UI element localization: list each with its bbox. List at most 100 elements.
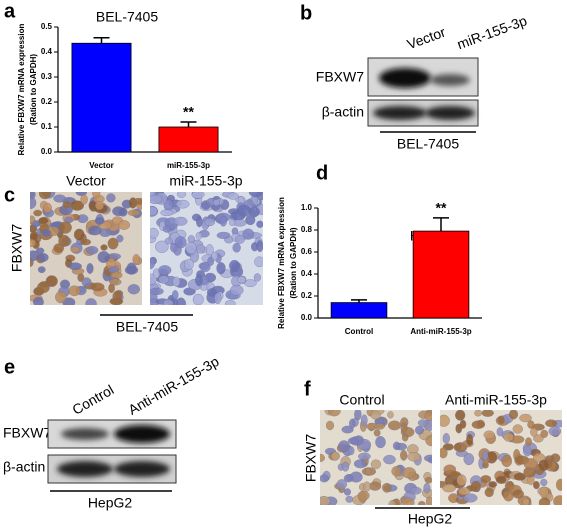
cell-line: HepG2	[88, 495, 133, 511]
cell	[392, 441, 401, 451]
cell	[132, 197, 142, 205]
band	[114, 461, 170, 477]
cell	[109, 278, 122, 286]
cell	[463, 453, 475, 466]
cell	[184, 258, 194, 270]
cell	[214, 292, 222, 305]
cell	[357, 490, 370, 501]
panel-letter: c	[4, 184, 15, 206]
cell	[442, 432, 450, 444]
cell	[187, 235, 195, 244]
ihc-image	[320, 410, 432, 505]
cell	[224, 300, 236, 305]
band	[57, 461, 113, 477]
cell	[466, 433, 474, 446]
cell	[80, 238, 92, 246]
cell	[488, 481, 498, 488]
band	[379, 68, 431, 88]
cell	[527, 420, 535, 429]
cell	[150, 287, 164, 296]
cell	[30, 196, 37, 209]
y-tick-label: 0.2	[301, 291, 313, 300]
cell	[483, 430, 495, 440]
bar	[330, 302, 388, 319]
y-axis-label: Relative FBXW7 mRNA expression	[17, 24, 26, 156]
cell	[545, 419, 558, 428]
cell	[320, 453, 325, 462]
cell	[343, 488, 351, 496]
cell	[424, 476, 432, 484]
cell	[174, 236, 187, 249]
cell	[540, 429, 549, 438]
band	[425, 106, 475, 120]
cell	[424, 411, 432, 422]
cell	[538, 497, 551, 505]
column-label: Vector	[66, 173, 106, 189]
cell	[349, 418, 356, 429]
band	[114, 425, 170, 443]
cell	[68, 285, 81, 297]
row-label: β-actin	[3, 459, 45, 475]
cell	[118, 220, 131, 230]
y-tick-label: 0.3	[41, 72, 53, 81]
y-tick-label: 0.8	[301, 225, 313, 234]
cell	[455, 410, 466, 421]
cell	[110, 271, 123, 279]
cell	[440, 447, 448, 459]
chart-title: BEL-7405	[96, 9, 158, 25]
cell	[454, 443, 462, 451]
cell	[62, 201, 72, 209]
cell	[92, 192, 101, 199]
panel-letter: b	[300, 2, 312, 24]
cell	[191, 213, 202, 222]
panel-letter: e	[4, 356, 15, 378]
cell	[495, 475, 507, 484]
row-label: FBXW7	[9, 224, 25, 272]
y-tick-label: 0.5	[41, 22, 53, 31]
cell	[256, 220, 263, 228]
cell	[248, 192, 263, 198]
cell	[58, 221, 72, 234]
cell-line: BEL-7405	[116, 319, 178, 335]
cell	[90, 282, 105, 292]
y-axis-label: (Ration to GAPDH)	[29, 54, 38, 125]
cell	[373, 429, 381, 437]
y-tick-label: 0.4	[41, 47, 53, 56]
cell	[360, 414, 368, 427]
y-tick-label: 0.1	[41, 122, 53, 131]
y-tick-label: 0.6	[301, 247, 313, 256]
y-tick-label: 0.2	[41, 97, 53, 106]
cell	[458, 487, 471, 496]
y-axis-label: (Ration to GAPDH)	[289, 227, 298, 298]
cell	[97, 251, 110, 263]
cell	[127, 284, 140, 295]
cell	[33, 209, 43, 217]
x-tick-label: Vector	[89, 161, 113, 170]
cell	[513, 472, 526, 481]
cell	[519, 413, 532, 423]
y-axis-label: Relative FBXW7 mRNA expression	[277, 197, 286, 329]
cell	[556, 478, 562, 491]
column-label: Control	[339, 392, 384, 408]
cell	[388, 420, 401, 431]
cell	[523, 445, 532, 457]
cell	[30, 215, 36, 224]
cell	[219, 215, 227, 227]
cell	[162, 225, 172, 233]
cell	[370, 410, 381, 420]
cell	[164, 237, 173, 245]
cell	[523, 458, 538, 470]
cell	[211, 251, 218, 261]
cell	[409, 486, 422, 495]
panel-letter: a	[4, 0, 16, 22]
x-tick-label: miR-155-3p	[167, 161, 210, 170]
cell	[387, 411, 394, 419]
band	[430, 74, 470, 86]
cell	[407, 451, 421, 462]
row-label: FBXW7	[303, 434, 319, 482]
cell	[471, 420, 486, 429]
column-label: Anti-miR-155-3p	[445, 392, 547, 408]
cell	[442, 483, 456, 493]
cell	[55, 291, 67, 304]
